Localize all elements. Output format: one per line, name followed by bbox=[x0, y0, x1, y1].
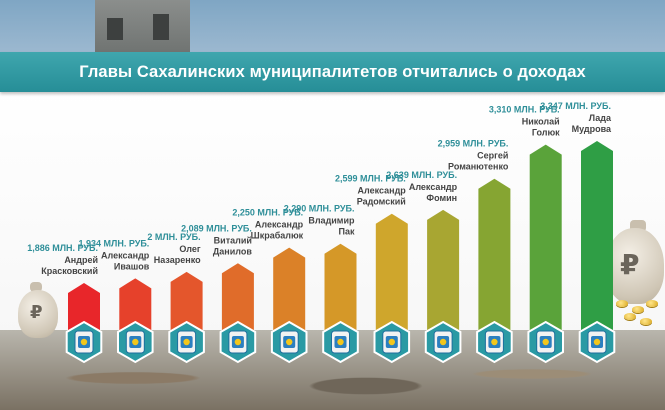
value-label: 3,347 МЛН. РУБ. bbox=[540, 101, 611, 111]
bar bbox=[581, 141, 613, 330]
last-name-label: Пак bbox=[339, 227, 355, 237]
first-name-label: Александр bbox=[358, 186, 407, 196]
value-label: 2,639 МЛН. РУБ. bbox=[386, 170, 457, 180]
value-label: 2 МЛН. РУБ. bbox=[147, 232, 200, 242]
coin-icon bbox=[646, 300, 658, 307]
bar bbox=[170, 271, 203, 330]
value-label: 2,959 МЛН. РУБ. bbox=[438, 139, 509, 149]
first-name-label: Владимир bbox=[308, 216, 355, 226]
emblem-sun-icon bbox=[542, 338, 549, 346]
value-label: 2,290 МЛН. РУБ. bbox=[284, 204, 355, 214]
last-name-label: Данилов bbox=[213, 246, 252, 256]
coin-icon bbox=[632, 306, 644, 313]
last-name-label: Фомин bbox=[426, 193, 457, 203]
title-banner: Главы Сахалинских муниципалитетов отчита… bbox=[0, 52, 665, 92]
emblem-sun-icon bbox=[183, 338, 190, 346]
bar bbox=[375, 213, 408, 330]
coin-icon bbox=[616, 300, 628, 307]
value-label: 2,089 МЛН. РУБ. bbox=[181, 223, 252, 233]
emblem-sun-icon bbox=[593, 338, 601, 346]
value-label: 2,599 МЛН. РУБ. bbox=[335, 174, 406, 184]
money-bag-right-icon bbox=[606, 228, 664, 304]
first-name-label: Лада bbox=[589, 113, 612, 123]
emblem-sun-icon bbox=[234, 338, 242, 346]
coin-icon bbox=[640, 318, 652, 325]
emblem-sun-icon bbox=[491, 338, 498, 346]
coin-icon bbox=[624, 313, 636, 320]
first-name-label: Сергей bbox=[477, 151, 508, 161]
last-name-label: Радомский bbox=[357, 197, 406, 207]
ruble-sign-right: ₽ bbox=[620, 248, 640, 281]
first-name-label: Виталий bbox=[214, 235, 252, 245]
last-name-label: Мудрова bbox=[572, 124, 612, 134]
bar bbox=[478, 178, 511, 330]
emblem-sun-icon bbox=[286, 338, 293, 346]
bar bbox=[221, 263, 254, 330]
bar bbox=[273, 247, 306, 330]
last-name-label: Голюк bbox=[532, 128, 560, 138]
bar bbox=[529, 144, 562, 330]
value-label: 1,886 МЛН. РУБ. bbox=[27, 243, 98, 253]
last-name-label: Шкрабалюк bbox=[251, 231, 304, 241]
first-name-label: Николай bbox=[522, 117, 560, 127]
emblem-sun-icon bbox=[132, 338, 139, 346]
ruble-sign-left: ₽ bbox=[30, 302, 43, 323]
last-name-label: Назаренко bbox=[154, 255, 201, 265]
money-bag-neck-left bbox=[30, 282, 42, 292]
bar bbox=[324, 243, 357, 330]
bar bbox=[68, 283, 100, 330]
bar bbox=[119, 278, 152, 330]
emblem-sun-icon bbox=[388, 338, 395, 346]
value-label: 1,934 МЛН. РУБ. bbox=[79, 238, 150, 248]
money-bag-left-icon bbox=[18, 290, 58, 338]
bar bbox=[427, 209, 460, 330]
last-name-label: Романютенко bbox=[448, 162, 509, 172]
last-name-label: Ивашов bbox=[114, 261, 150, 271]
first-name-label: Александр bbox=[101, 250, 150, 260]
first-name-label: Андрей bbox=[64, 255, 98, 265]
last-name-label: Красковский bbox=[41, 266, 98, 276]
emblem-sun-icon bbox=[337, 338, 344, 346]
value-label: 2,250 МЛН. РУБ. bbox=[232, 208, 303, 218]
first-name-label: Олег bbox=[179, 244, 200, 254]
emblem-sun-icon bbox=[80, 338, 88, 346]
emblem-sun-icon bbox=[439, 338, 447, 346]
chart-title: Главы Сахалинских муниципалитетов отчита… bbox=[79, 63, 586, 81]
value-label: 3,310 МЛН. РУБ. bbox=[489, 105, 560, 115]
first-name-label: Александр bbox=[409, 182, 458, 192]
first-name-label: Александр bbox=[255, 220, 304, 230]
tower-ruin-photo bbox=[95, 0, 190, 58]
